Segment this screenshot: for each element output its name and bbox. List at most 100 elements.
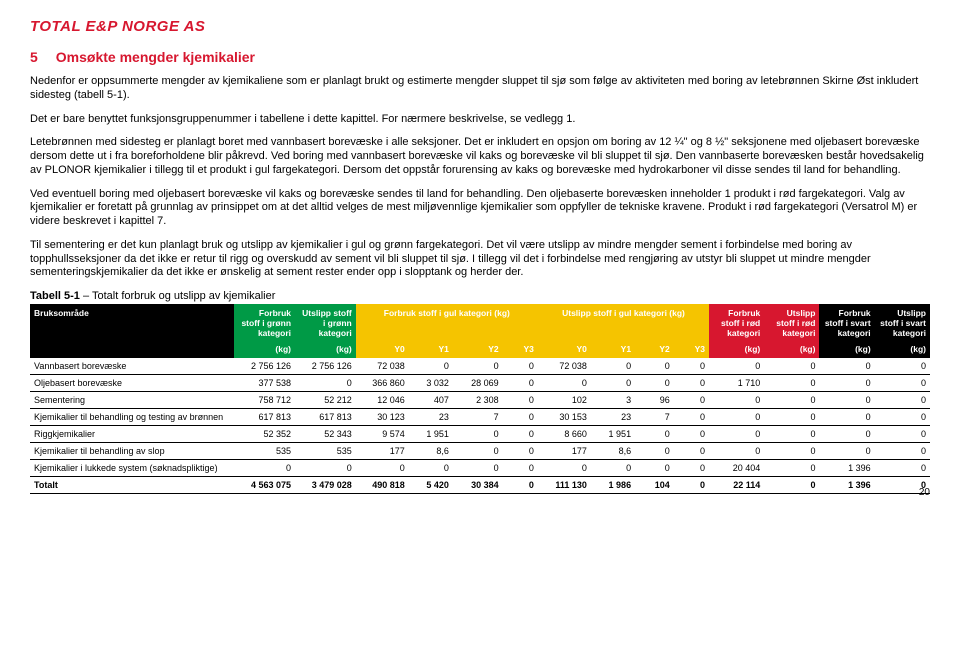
cell-yf0: 177 <box>356 443 409 460</box>
table-row: Totalt4 563 0753 479 028490 8185 42030 3… <box>30 477 930 494</box>
cell-gf: 52 352 <box>234 426 295 443</box>
cell-gf: 617 813 <box>234 409 295 426</box>
cell-yu2: 104 <box>635 477 674 494</box>
table-caption-text: Totalt forbruk og utslipp av kjemikalier <box>92 290 275 302</box>
th-green-forbruk: Forbruk stoff i grønn kategori <box>234 304 295 341</box>
table-row: Riggkjemikalier52 35252 3439 5741 951008… <box>30 426 930 443</box>
cell-gf: 0 <box>234 460 295 477</box>
cell-yu1: 1 951 <box>591 426 635 443</box>
cell-yu3: 0 <box>674 409 709 426</box>
cell-yu1: 0 <box>591 358 635 375</box>
cell-yu1: 0 <box>591 375 635 392</box>
cell-name: Riggkjemikalier <box>30 426 234 443</box>
cell-ru: 0 <box>764 477 819 494</box>
paragraph-2: Det er bare benyttet funksjonsgruppenumm… <box>30 113 930 127</box>
cell-sf: 1 396 <box>819 460 874 477</box>
cell-gu: 3 479 028 <box>295 477 356 494</box>
cell-yf3: 0 <box>503 358 538 375</box>
cell-yf1: 8,6 <box>409 443 453 460</box>
section-number: 5 <box>30 49 38 65</box>
cell-yf1: 0 <box>409 358 453 375</box>
th-y3-f: Y3 <box>503 341 538 358</box>
th-black-utslipp: Utslipp stoff i svart kategori <box>875 304 930 341</box>
cell-yu2: 96 <box>635 392 674 409</box>
cell-yu3: 0 <box>674 460 709 477</box>
cell-yu0: 177 <box>538 443 591 460</box>
cell-yf1: 23 <box>409 409 453 426</box>
cell-yu1: 8,6 <box>591 443 635 460</box>
th-kg-6: (kg) <box>875 341 930 358</box>
cell-rf: 0 <box>709 443 764 460</box>
cell-sf: 1 396 <box>819 477 874 494</box>
th-kg-1: (kg) <box>234 341 295 358</box>
paragraph-5: Til sementering er det kun planlagt bruk… <box>30 239 930 280</box>
table-row: Vannbasert borevæske2 756 1262 756 12672… <box>30 358 930 375</box>
section-heading: 5 Omsøkte mengder kjemikalier <box>30 49 930 65</box>
th-red-forbruk: Forbruk stoff i rød kategori <box>709 304 764 341</box>
cell-yf2: 0 <box>453 426 503 443</box>
cell-yu0: 111 130 <box>538 477 591 494</box>
th-yellow-forbruk: Forbruk stoff i gul kategori (kg) <box>356 304 538 341</box>
table-row: Sementering758 71252 21212 0464072 30801… <box>30 392 930 409</box>
section-title-text: Omsøkte mengder kjemikalier <box>56 49 255 65</box>
chemicals-table: Bruksområde Forbruk stoff i grønn katego… <box>30 304 930 494</box>
cell-gu: 2 756 126 <box>295 358 356 375</box>
th-y0-u: Y0 <box>538 341 591 358</box>
cell-ru: 0 <box>764 358 819 375</box>
cell-yf0: 12 046 <box>356 392 409 409</box>
cell-yf0: 72 038 <box>356 358 409 375</box>
th-kg-3: (kg) <box>709 341 764 358</box>
table-row: Kjemikalier til behandling og testing av… <box>30 409 930 426</box>
cell-yu0: 72 038 <box>538 358 591 375</box>
cell-yu0: 8 660 <box>538 426 591 443</box>
cell-yf3: 0 <box>503 392 538 409</box>
cell-yf1: 407 <box>409 392 453 409</box>
cell-yf2: 0 <box>453 358 503 375</box>
cell-gu: 0 <box>295 460 356 477</box>
cell-name: Kjemikalier i lukkede system (søknadspli… <box>30 460 234 477</box>
cell-yf3: 0 <box>503 409 538 426</box>
th-y2-u: Y2 <box>635 341 674 358</box>
cell-gu: 0 <box>295 375 356 392</box>
cell-yf0: 366 860 <box>356 375 409 392</box>
cell-rf: 0 <box>709 358 764 375</box>
cell-yf0: 0 <box>356 460 409 477</box>
cell-yf1: 5 420 <box>409 477 453 494</box>
cell-name: Totalt <box>30 477 234 494</box>
cell-ru: 0 <box>764 375 819 392</box>
cell-ru: 0 <box>764 409 819 426</box>
cell-yf2: 7 <box>453 409 503 426</box>
cell-yu2: 0 <box>635 426 674 443</box>
cell-rf: 22 114 <box>709 477 764 494</box>
paragraph-3: Letebrønnen med sidesteg er planlagt bor… <box>30 136 930 177</box>
cell-name: Vannbasert borevæske <box>30 358 234 375</box>
cell-yf1: 1 951 <box>409 426 453 443</box>
cell-su: 0 <box>875 375 930 392</box>
th-y2-f: Y2 <box>453 341 503 358</box>
table-row: Kjemikalier til behandling av slop535535… <box>30 443 930 460</box>
cell-yu3: 0 <box>674 358 709 375</box>
cell-yf0: 30 123 <box>356 409 409 426</box>
cell-su: 0 <box>875 358 930 375</box>
table-caption: Tabell 5-1 – Totalt forbruk og utslipp a… <box>30 290 930 302</box>
cell-yu3: 0 <box>674 392 709 409</box>
cell-yu3: 0 <box>674 426 709 443</box>
th-bruksomrade: Bruksområde <box>30 304 234 341</box>
cell-gf: 758 712 <box>234 392 295 409</box>
cell-yu2: 0 <box>635 375 674 392</box>
cell-yu0: 30 153 <box>538 409 591 426</box>
table-row: Oljebasert borevæske377 5380366 8603 032… <box>30 375 930 392</box>
th-empty <box>30 341 234 358</box>
cell-yf0: 9 574 <box>356 426 409 443</box>
paragraph-1: Nedenfor er oppsummerte mengder av kjemi… <box>30 75 930 103</box>
th-y0-f: Y0 <box>356 341 409 358</box>
cell-yu3: 0 <box>674 477 709 494</box>
cell-yf3: 0 <box>503 375 538 392</box>
th-black-forbruk: Forbruk stoff i svart kategori <box>819 304 874 341</box>
cell-rf: 0 <box>709 426 764 443</box>
th-green-utslipp: Utslipp stoff i grønn kategori <box>295 304 356 341</box>
cell-gu: 617 813 <box>295 409 356 426</box>
cell-sf: 0 <box>819 409 874 426</box>
cell-sf: 0 <box>819 375 874 392</box>
cell-rf: 0 <box>709 409 764 426</box>
